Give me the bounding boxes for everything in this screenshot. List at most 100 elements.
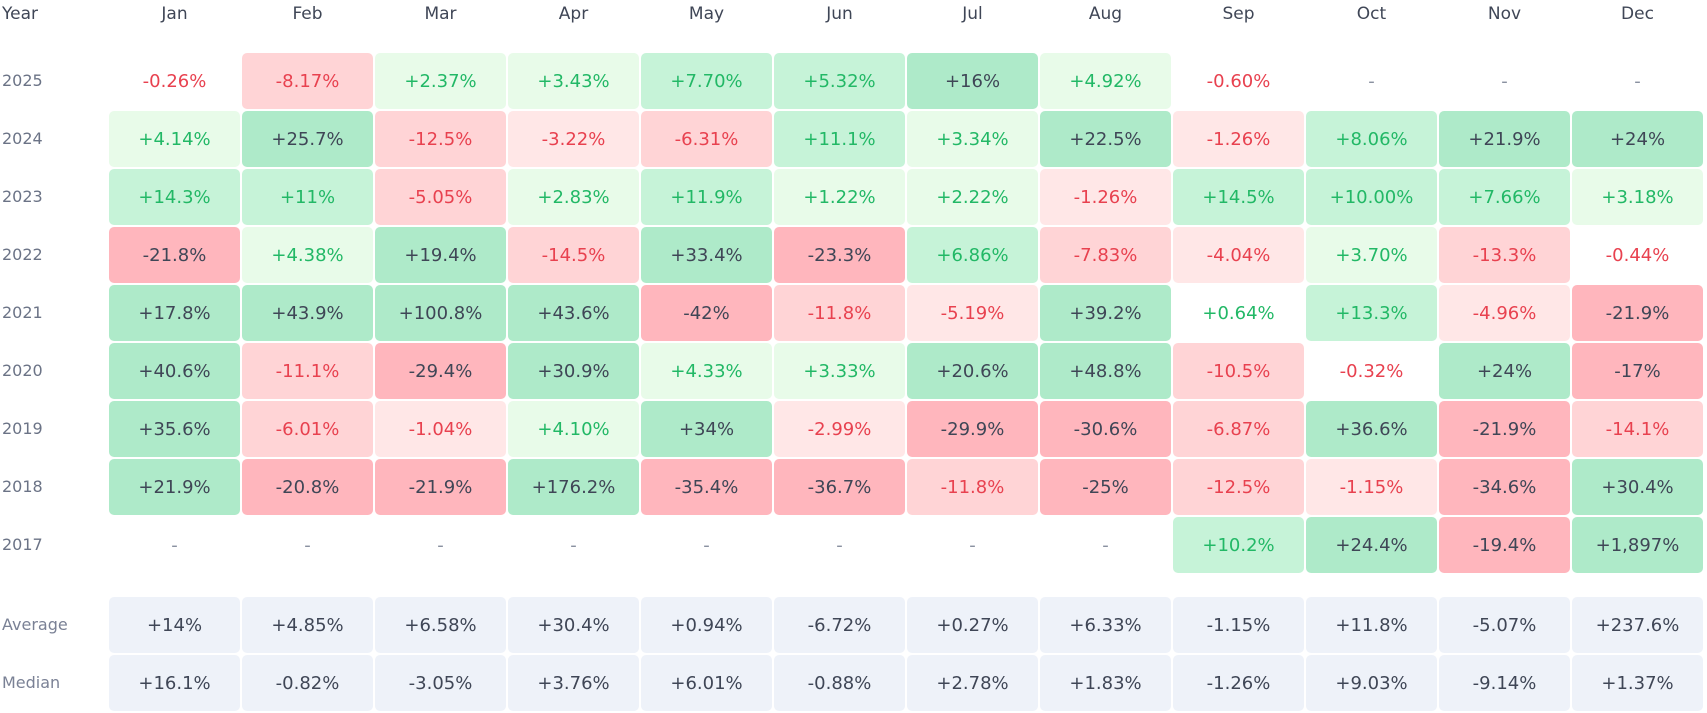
- return-cell-2019-apr: +4.10%: [508, 401, 639, 457]
- return-cell-2020-feb: -11.1%: [242, 343, 373, 399]
- month-header-jul: Jul: [962, 4, 983, 24]
- return-cell-2017-dec: +1,897%: [1572, 517, 1703, 573]
- return-cell-2025-aug: +4.92%: [1040, 53, 1171, 109]
- return-cell-2021-aug: +39.2%: [1040, 285, 1171, 341]
- return-cell-2017-apr: -: [570, 534, 577, 556]
- return-cell-2018-mar: -21.9%: [375, 459, 506, 515]
- year-label-2019: 2019: [2, 419, 43, 438]
- return-cell-2021-jul: -5.19%: [907, 285, 1038, 341]
- return-cell-2024-jul: +3.34%: [907, 111, 1038, 167]
- month-header-may: May: [688, 4, 725, 24]
- return-cell-2017-may: -: [703, 534, 710, 556]
- median-cell-jan: +16.1%: [109, 655, 240, 711]
- median-cell-oct: +9.03%: [1306, 655, 1437, 711]
- return-cell-2020-mar: -29.4%: [375, 343, 506, 399]
- return-cell-2019-dec: -14.1%: [1572, 401, 1703, 457]
- median-row-label: Median: [2, 673, 61, 692]
- return-cell-2025-jun: +5.32%: [774, 53, 905, 109]
- return-cell-2018-jan: +21.9%: [109, 459, 240, 515]
- return-cell-2019-jan: +35.6%: [109, 401, 240, 457]
- return-cell-2023-feb: +11%: [242, 169, 373, 225]
- return-cell-2020-apr: +30.9%: [508, 343, 639, 399]
- return-cell-2021-mar: +100.8%: [375, 285, 506, 341]
- return-cell-2025-mar: +2.37%: [375, 53, 506, 109]
- median-cell-may: +6.01%: [641, 655, 772, 711]
- return-cell-2025-nov: -: [1501, 70, 1508, 92]
- return-cell-2024-jan: +4.14%: [109, 111, 240, 167]
- average-cell-jun: -6.72%: [774, 597, 905, 653]
- average-row-label: Average: [2, 615, 68, 634]
- return-cell-2024-feb: +25.7%: [242, 111, 373, 167]
- return-cell-2021-sep: +0.64%: [1202, 302, 1275, 324]
- return-cell-2025-sep: -0.60%: [1206, 70, 1271, 92]
- return-cell-2018-dec: +30.4%: [1572, 459, 1703, 515]
- month-header-apr: Apr: [558, 4, 589, 24]
- year-label-2023: 2023: [2, 187, 43, 206]
- year-label-2022: 2022: [2, 245, 43, 264]
- average-cell-jul: +0.27%: [907, 597, 1038, 653]
- return-cell-2019-jun: -2.99%: [774, 401, 905, 457]
- return-cell-2022-nov: -13.3%: [1439, 227, 1570, 283]
- average-cell-sep: -1.15%: [1173, 597, 1304, 653]
- return-cell-2021-apr: +43.6%: [508, 285, 639, 341]
- return-cell-2017-oct: +24.4%: [1306, 517, 1437, 573]
- return-cell-2018-may: -35.4%: [641, 459, 772, 515]
- average-cell-oct: +11.8%: [1306, 597, 1437, 653]
- return-cell-2022-jul: +6.86%: [907, 227, 1038, 283]
- average-cell-feb: +4.85%: [242, 597, 373, 653]
- return-cell-2024-mar: -12.5%: [375, 111, 506, 167]
- return-cell-2025-may: +7.70%: [641, 53, 772, 109]
- return-cell-2024-jun: +11.1%: [774, 111, 905, 167]
- month-header-oct: Oct: [1356, 4, 1387, 24]
- median-cell-mar: -3.05%: [375, 655, 506, 711]
- return-cell-2017-jun: -: [836, 534, 843, 556]
- return-cell-2019-oct: +36.6%: [1306, 401, 1437, 457]
- year-label-2018: 2018: [2, 477, 43, 496]
- return-cell-2024-sep: -1.26%: [1173, 111, 1304, 167]
- year-label-2024: 2024: [2, 129, 43, 148]
- return-cell-2018-aug: -25%: [1040, 459, 1171, 515]
- return-cell-2020-sep: -10.5%: [1173, 343, 1304, 399]
- median-cell-nov: -9.14%: [1439, 655, 1570, 711]
- return-cell-2023-apr: +2.83%: [508, 169, 639, 225]
- median-cell-sep: -1.26%: [1173, 655, 1304, 711]
- return-cell-2019-aug: -30.6%: [1040, 401, 1171, 457]
- return-cell-2019-mar: -1.04%: [375, 401, 506, 457]
- return-cell-2017-sep: +10.2%: [1173, 517, 1304, 573]
- month-header-aug: Aug: [1088, 4, 1123, 24]
- average-cell-dec: +237.6%: [1572, 597, 1703, 653]
- return-cell-2020-nov: +24%: [1439, 343, 1570, 399]
- median-cell-jul: +2.78%: [907, 655, 1038, 711]
- return-cell-2018-oct: -1.15%: [1306, 459, 1437, 515]
- year-column-header: Year: [2, 4, 38, 24]
- month-header-sep: Sep: [1222, 4, 1255, 24]
- return-cell-2024-oct: +8.06%: [1306, 111, 1437, 167]
- average-cell-may: +0.94%: [641, 597, 772, 653]
- median-cell-jun: -0.88%: [774, 655, 905, 711]
- month-header-jun: Jun: [826, 4, 853, 24]
- return-cell-2020-jan: +40.6%: [109, 343, 240, 399]
- return-cell-2021-feb: +43.9%: [242, 285, 373, 341]
- return-cell-2020-aug: +48.8%: [1040, 343, 1171, 399]
- return-cell-2022-may: +33.4%: [641, 227, 772, 283]
- year-label-2025: 2025: [2, 71, 43, 90]
- year-label-2017: 2017: [2, 535, 43, 554]
- return-cell-2021-oct: +13.3%: [1306, 285, 1437, 341]
- return-cell-2020-jul: +20.6%: [907, 343, 1038, 399]
- return-cell-2020-may: +4.33%: [641, 343, 772, 399]
- return-cell-2022-apr: -14.5%: [508, 227, 639, 283]
- month-header-feb: Feb: [292, 4, 323, 24]
- return-cell-2023-sep: +14.5%: [1173, 169, 1304, 225]
- return-cell-2018-apr: +176.2%: [508, 459, 639, 515]
- return-cell-2023-nov: +7.66%: [1439, 169, 1570, 225]
- return-cell-2022-mar: +19.4%: [375, 227, 506, 283]
- median-cell-feb: -0.82%: [242, 655, 373, 711]
- return-cell-2018-jul: -11.8%: [907, 459, 1038, 515]
- average-cell-jan: +14%: [109, 597, 240, 653]
- return-cell-2018-sep: -12.5%: [1173, 459, 1304, 515]
- return-cell-2025-apr: +3.43%: [508, 53, 639, 109]
- median-cell-dec: +1.37%: [1572, 655, 1703, 711]
- return-cell-2024-apr: -3.22%: [508, 111, 639, 167]
- return-cell-2021-dec: -21.9%: [1572, 285, 1703, 341]
